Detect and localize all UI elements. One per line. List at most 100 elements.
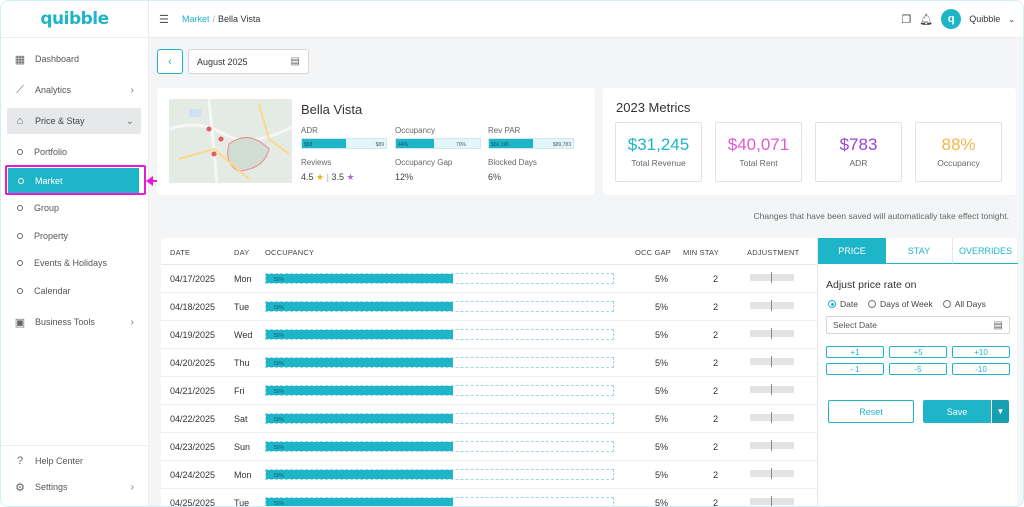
month-picker[interactable]: August 2025 ▤ — [188, 49, 309, 74]
step-plus-10-button[interactable]: +10 — [952, 346, 1010, 358]
back-button[interactable]: ‹ — [157, 49, 183, 74]
breadcrumb-market[interactable]: Market — [182, 14, 210, 24]
sidebar-subitem-market[interactable]: Market — [8, 168, 139, 193]
sidebar-item-dashboard[interactable]: ▦ Dashboard — [7, 46, 141, 72]
radio-all-days[interactable]: All Days — [942, 299, 986, 309]
tab-stay[interactable]: STAY — [886, 238, 952, 264]
adjustment-slider-handle[interactable] — [771, 440, 772, 451]
documents-icon[interactable]: ❐ — [901, 13, 912, 26]
step-plus-5-button[interactable]: +5 — [889, 346, 947, 358]
adjustment-slider-handle[interactable] — [771, 356, 772, 367]
adjustment-slider-handle[interactable] — [771, 468, 772, 479]
bullet-icon — [17, 148, 23, 155]
help-icon: ? — [16, 455, 24, 467]
step-plus-1-button[interactable]: +1 — [826, 346, 884, 358]
cell-date: 04/19/2025 — [170, 330, 216, 340]
star-icon: ★ — [346, 172, 355, 182]
avatar[interactable]: q — [941, 9, 962, 29]
divider — [1, 445, 149, 446]
cell-min-stay[interactable]: 2 — [713, 386, 719, 396]
chevron-down-icon: ⌄ — [125, 115, 134, 127]
occupancy-value: 50% — [274, 389, 285, 395]
step-minus-1-button[interactable]: - 1 — [826, 363, 884, 375]
column-header-occ-gap[interactable]: OCC GAP — [635, 248, 671, 257]
adjustment-slider[interactable] — [750, 498, 794, 505]
adjustment-slider-handle[interactable] — [771, 412, 772, 423]
reset-button[interactable]: Reset — [828, 400, 914, 423]
cell-min-stay[interactable]: 2 — [713, 442, 719, 452]
cell-min-stay[interactable]: 2 — [713, 470, 719, 480]
table-row[interactable]: 04/19/2025 Wed 50% 5% 2 — [161, 321, 817, 349]
cell-occ-gap: 5% — [655, 470, 669, 480]
sidebar-subitem-portfolio[interactable]: Portfolio — [7, 139, 141, 164]
cell-min-stay[interactable]: 2 — [713, 330, 719, 340]
sidebar-subitem-group[interactable]: Group — [7, 195, 141, 220]
property-map[interactable] — [169, 99, 292, 183]
sidebar-item-price-stay[interactable]: ⌂ Price & Stay ⌄ — [7, 108, 141, 134]
table-row[interactable]: 04/18/2025 Tue 50% 5% 2 — [161, 293, 817, 321]
column-header-min-stay[interactable]: MIN STAY — [683, 248, 719, 257]
table-row[interactable]: 04/24/2025 Mon 50% 5% 2 — [161, 461, 817, 489]
sidebar-item-business-tools[interactable]: ▣ Business Tools › — [7, 309, 141, 335]
adjustment-slider-handle[interactable] — [771, 272, 772, 283]
adjustment-slider-handle[interactable] — [771, 496, 772, 506]
sidebar-subitem-property[interactable]: Property — [7, 223, 141, 248]
adjustment-slider[interactable] — [750, 470, 794, 477]
cell-min-stay[interactable]: 2 — [713, 498, 719, 507]
cell-min-stay[interactable]: 2 — [713, 302, 719, 312]
grid-icon: ▦ — [14, 53, 26, 66]
sidebar-item-analytics[interactable]: ⟋ Analytics › — [7, 77, 141, 103]
chevron-right-icon: › — [130, 316, 134, 328]
chevron-down-icon[interactable]: ⌄ — [1008, 14, 1015, 24]
adjustment-slider-handle[interactable] — [771, 384, 772, 395]
step-minus-5-button[interactable]: -5 — [889, 363, 947, 375]
select-date-input[interactable]: Select Date ▤ — [826, 316, 1010, 334]
tab-overrides[interactable]: OVERRIDES — [952, 238, 1018, 264]
cell-min-stay[interactable]: 2 — [713, 274, 719, 284]
cell-min-stay[interactable]: 2 — [713, 358, 719, 368]
table-row[interactable]: 04/25/2025 Tue 50% 5% 2 — [161, 489, 817, 507]
adjustment-slider[interactable] — [750, 358, 794, 365]
occupancy-max: 70% — [455, 142, 466, 148]
radio-date[interactable]: Date — [828, 299, 858, 309]
table-row[interactable]: 04/20/2025 Thu 50% 5% 2 — [161, 349, 817, 377]
table-row[interactable]: 04/22/2025 Sat 50% 5% 2 — [161, 405, 817, 433]
column-header-occupancy[interactable]: OCCUPANCY — [265, 248, 315, 257]
table-row[interactable]: 04/17/2025 Mon 50% 5% 2 — [161, 265, 817, 293]
sidebar-item-settings[interactable]: ⚙ Settings › — [7, 474, 141, 500]
occupancy-gap-value: 12% — [395, 172, 414, 182]
table-row[interactable]: 04/21/2025 Fri 50% 5% 2 — [161, 377, 817, 405]
occupancy-bar: 50% — [265, 469, 614, 480]
column-header-date[interactable]: DATE — [170, 248, 191, 257]
chevron-left-icon: ‹ — [168, 55, 172, 68]
reviews-value: 4.5 ★ | 3.5 ★ — [301, 172, 355, 183]
adjustment-slider-handle[interactable] — [771, 300, 772, 311]
user-name[interactable]: Quibble — [969, 14, 1001, 24]
sidebar-subitem-calendar[interactable]: Calendar — [7, 278, 141, 303]
sidebar-item-label: Help Center — [35, 456, 84, 466]
adjustment-slider[interactable] — [750, 386, 794, 393]
column-header-adjustment[interactable]: ADJUSTMENT — [747, 248, 800, 257]
sidebar-item-help-center[interactable]: ? Help Center — [7, 448, 141, 474]
save-button[interactable]: Save — [923, 400, 991, 423]
bell-icon[interactable]: 🔔︎ — [919, 13, 934, 26]
radio-days-of-week[interactable]: Days of Week — [867, 299, 933, 309]
adjustment-slider[interactable] — [750, 442, 794, 449]
column-header-day[interactable]: DAY — [234, 248, 250, 257]
adjustment-slider[interactable] — [750, 330, 794, 337]
table-row[interactable]: 04/23/2025 Sun 50% 5% 2 — [161, 433, 817, 461]
cell-min-stay[interactable]: 2 — [713, 414, 719, 424]
adjustment-slider[interactable] — [750, 274, 794, 281]
adjustment-slider[interactable] — [750, 414, 794, 421]
occupancy-fill — [266, 358, 454, 367]
adr-label: ADR — [301, 126, 318, 135]
sidebar-subitem-events-holidays[interactable]: Events & Holidays — [7, 250, 141, 275]
property-name: Bella Vista — [301, 102, 363, 117]
logo[interactable]: quibble — [1, 1, 148, 38]
adjustment-slider-handle[interactable] — [771, 328, 772, 339]
tab-price[interactable]: PRICE — [818, 238, 886, 264]
adjustment-slider[interactable] — [750, 302, 794, 309]
collapse-menu-icon[interactable]: ☰ — [159, 13, 169, 26]
save-dropdown-button[interactable]: ▼ — [991, 400, 1009, 423]
step-minus-10-button[interactable]: -10 — [952, 363, 1010, 375]
